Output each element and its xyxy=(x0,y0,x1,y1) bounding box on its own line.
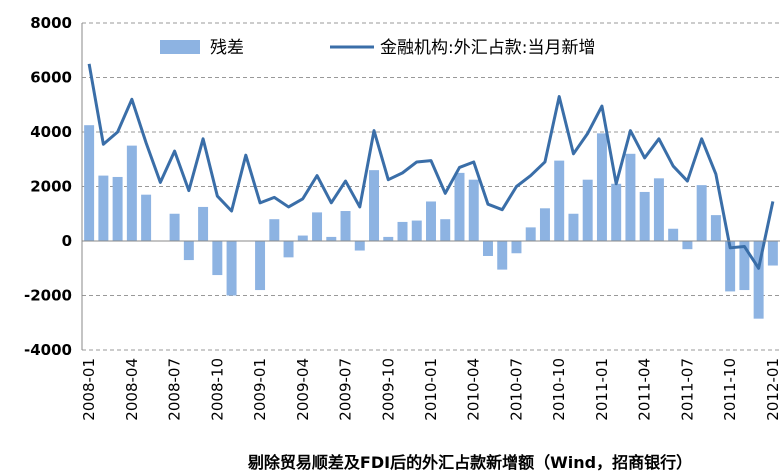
bar xyxy=(326,236,337,241)
bar xyxy=(582,179,593,241)
bar xyxy=(625,153,636,241)
y-tick-label: 2000 xyxy=(30,178,72,196)
bar xyxy=(141,194,152,241)
bar xyxy=(725,241,736,292)
bar xyxy=(169,213,180,241)
y-tick-label: 8000 xyxy=(30,14,72,32)
bar xyxy=(440,219,451,241)
y-tick-label: -4000 xyxy=(24,341,72,359)
bar xyxy=(383,236,394,241)
bar xyxy=(554,160,565,241)
bar xyxy=(710,215,721,241)
x-tick-label: 2010-01 xyxy=(422,358,440,421)
bar xyxy=(668,228,679,241)
x-tick-label: 2011-07 xyxy=(678,358,696,421)
y-tick-label: 4000 xyxy=(30,123,72,141)
line xyxy=(87,63,775,270)
bar xyxy=(126,145,137,241)
bar xyxy=(84,125,95,241)
bar xyxy=(753,241,764,319)
bar xyxy=(112,176,123,241)
x-tick-label: 2008-10 xyxy=(208,358,226,421)
bar xyxy=(525,227,536,241)
bar xyxy=(468,179,479,241)
bar xyxy=(497,241,508,270)
bar xyxy=(568,213,579,241)
x-tick-label: 2009-01 xyxy=(251,358,269,421)
y-tick-label: 6000 xyxy=(30,69,72,87)
x-tick-label: 2010-04 xyxy=(465,358,483,421)
bar xyxy=(212,241,223,276)
bar xyxy=(397,221,408,241)
bar xyxy=(369,170,380,241)
x-tick-label: 2011-01 xyxy=(593,358,611,421)
bar xyxy=(255,241,266,291)
bar xyxy=(696,185,707,241)
bar xyxy=(283,241,294,258)
legend-label: 金融机构:外汇占款:当月新增 xyxy=(380,38,595,58)
bar xyxy=(340,211,351,241)
bar xyxy=(312,212,323,241)
bar xyxy=(739,241,750,291)
bar xyxy=(226,241,237,296)
x-tick-label: 2009-07 xyxy=(337,358,355,421)
bar xyxy=(482,241,493,256)
bar xyxy=(354,241,365,251)
bar xyxy=(639,191,650,241)
bar xyxy=(183,241,194,261)
x-tick-label: 2010-07 xyxy=(507,358,525,421)
x-tick-label: 2011-04 xyxy=(636,358,654,421)
bar xyxy=(198,206,209,241)
bar xyxy=(539,208,550,241)
legend-swatch xyxy=(160,40,200,54)
bar xyxy=(297,235,308,241)
x-tick-label: 2009-10 xyxy=(379,358,397,421)
x-tick-label: 2008-01 xyxy=(80,358,98,421)
bar xyxy=(269,219,280,241)
bar xyxy=(426,201,436,241)
legend-label: 残差 xyxy=(210,38,244,58)
bar xyxy=(511,241,522,254)
bar xyxy=(98,175,109,241)
y-tick-label: 0 xyxy=(62,232,72,250)
x-tick-label: 2010-10 xyxy=(550,358,568,421)
bar xyxy=(454,172,465,241)
x-tick-label: 2011-10 xyxy=(721,358,739,421)
x-tick-label: 2008-07 xyxy=(166,358,184,421)
bar xyxy=(411,220,422,241)
bar xyxy=(682,241,693,250)
y-tick-label: -2000 xyxy=(24,287,72,305)
bar xyxy=(596,133,607,241)
bar xyxy=(653,178,664,241)
bar xyxy=(767,241,778,266)
chart-title: 剔除贸易顺差及FDI后的外汇占款新增额（Wind，招商银行） xyxy=(247,453,692,472)
x-tick-label: 2012-01 xyxy=(764,358,782,421)
x-tick-label: 2008-04 xyxy=(123,358,141,421)
bar xyxy=(611,183,622,241)
x-tick-label: 2009-04 xyxy=(294,358,312,421)
